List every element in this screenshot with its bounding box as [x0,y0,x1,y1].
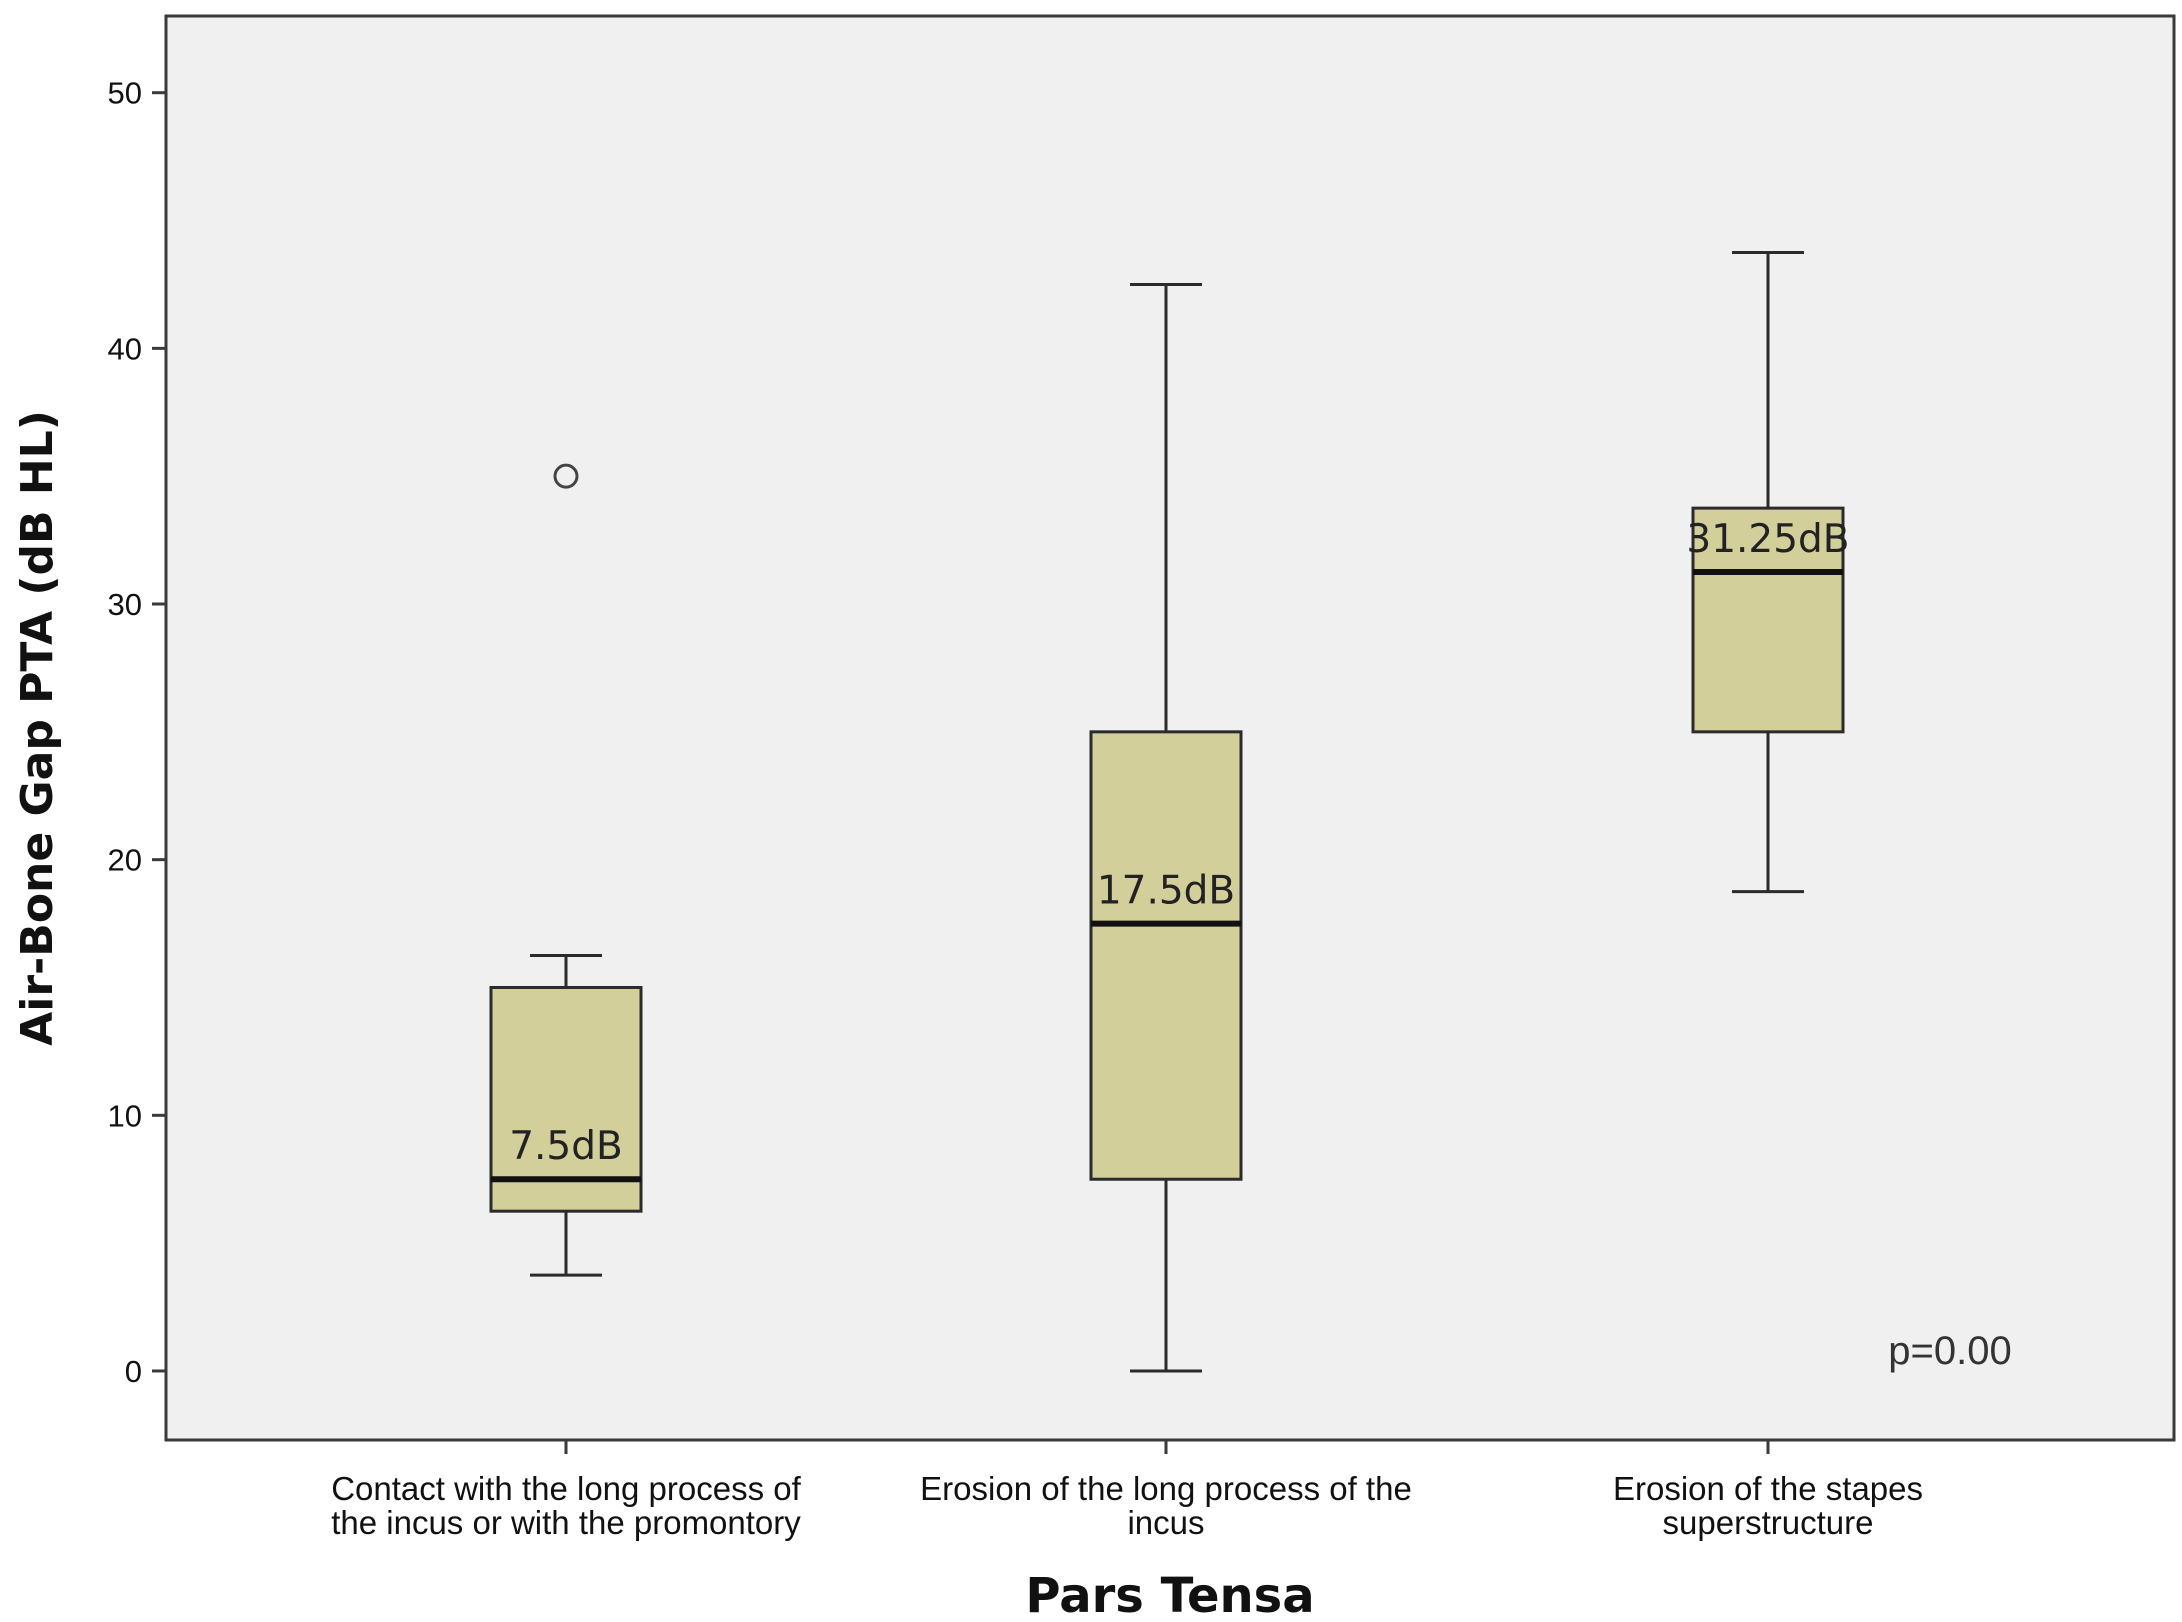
p-value-annotation: p=0.00 [1888,1329,2011,1373]
y-tick-label: 10 [108,1098,142,1133]
x-category-label: the incus or with the promontory [331,1504,801,1541]
y-tick-label: 20 [108,843,142,878]
x-category-label: Contact with the long process of [331,1470,801,1507]
box-group: 7.5dB [489,463,643,1277]
x-category-label: Erosion of the stapes [1613,1470,1923,1507]
x-category-label: superstructure [1663,1504,1874,1541]
y-tick-label: 50 [108,76,142,111]
iqr-box [489,985,643,1213]
y-tick-label: 30 [108,587,142,622]
x-category-label: Erosion of the long process of the [920,1470,1412,1507]
iqr-box [1691,506,1845,734]
plot-area [164,14,2176,1442]
box-group: 31.25dB [1686,250,1850,894]
iqr-box [1089,730,1243,1181]
outlier-point [553,463,579,489]
x-axis-title: Pars Tensa [1025,1568,1314,1622]
y-axis-title: Air-Bone Gap PTA (dB HL) [12,410,63,1046]
box-group: 17.5dB [1089,282,1243,1373]
y-tick-label: 40 [108,331,142,366]
median-label: 31.25dB [1686,517,1849,562]
boxes: 7.5dB 17.5dB 31.25dB [489,250,1850,1373]
x-category-label: incus [1127,1504,1204,1541]
median-label: 7.5dB [509,1124,623,1169]
median-label: 17.5dB [1097,869,1235,914]
y-axis: 0 10 20 30 40 50 [108,76,166,1389]
y-tick-label: 0 [125,1354,142,1389]
